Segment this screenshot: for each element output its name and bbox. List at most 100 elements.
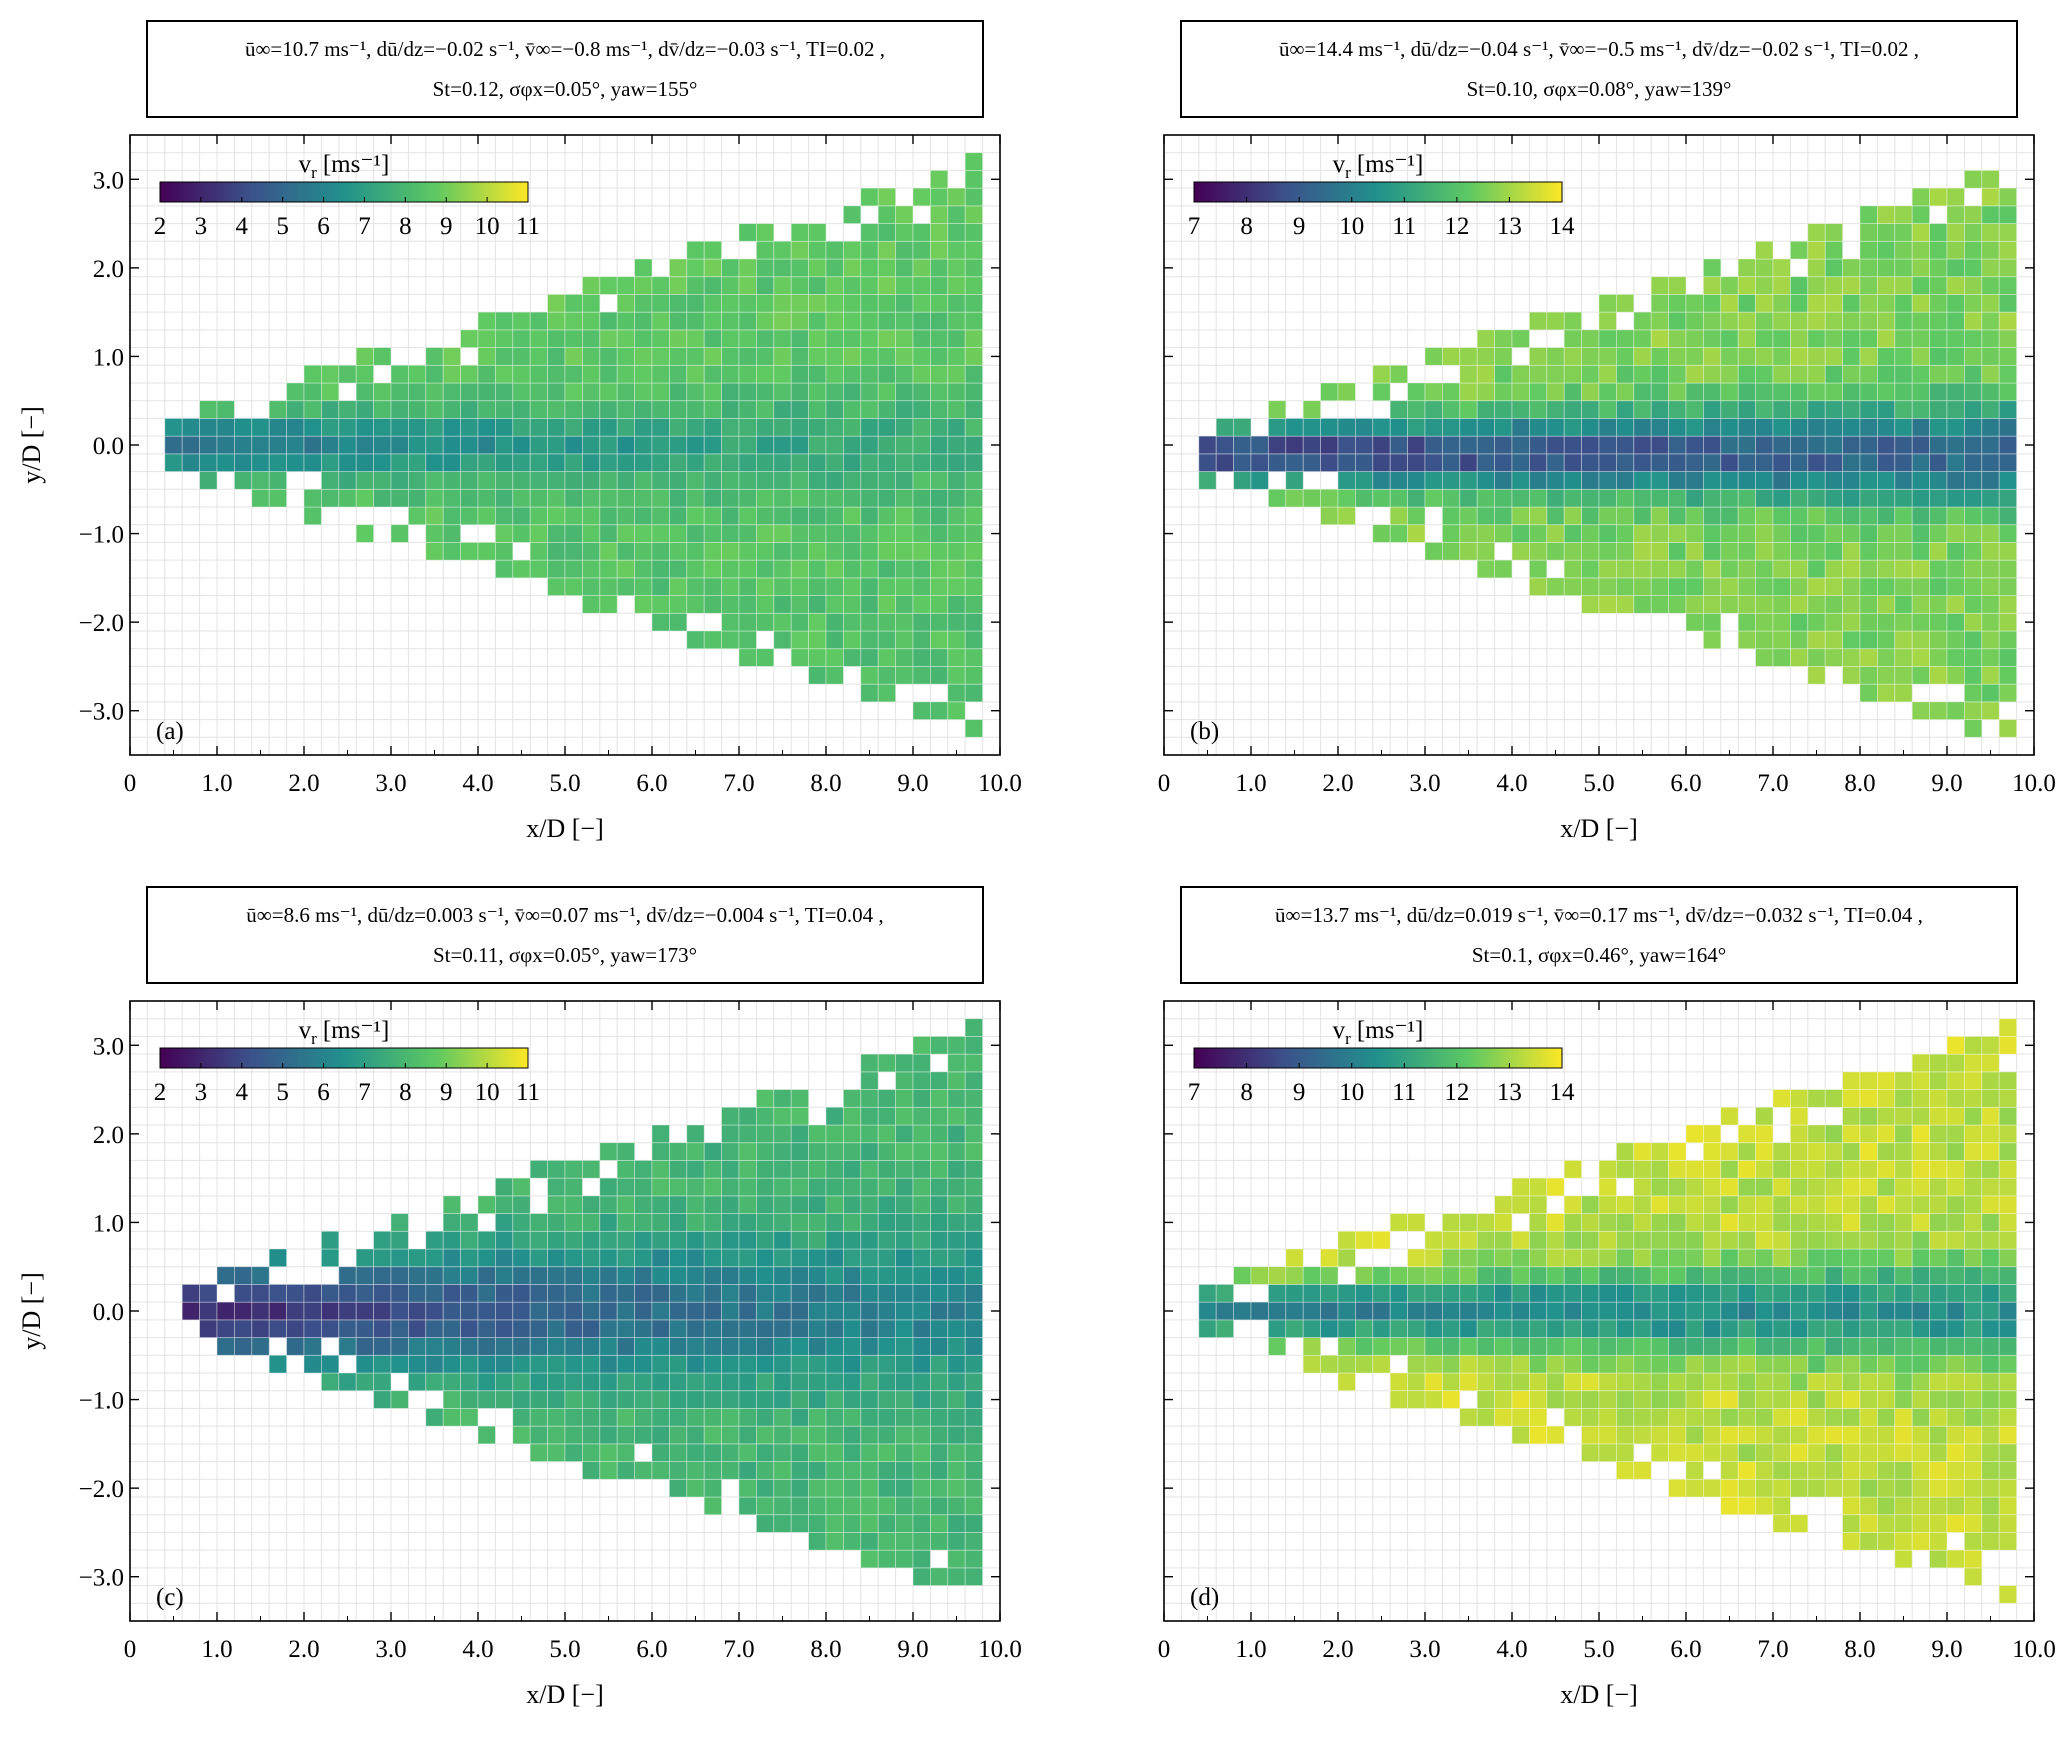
heatmap-cell	[320, 435, 340, 455]
heatmap-cell	[1337, 506, 1356, 526]
heatmap-cell	[512, 1248, 531, 1268]
heatmap-cell	[251, 1319, 270, 1338]
heatmap-cell	[1790, 1248, 1809, 1268]
heatmap-cell	[843, 648, 862, 667]
heatmap-cell	[634, 471, 653, 490]
heatmap-cell	[512, 1230, 531, 1250]
heatmap-cell	[773, 1106, 792, 1126]
heatmap-cell	[425, 1230, 444, 1250]
heatmap-cell	[1807, 347, 1826, 366]
heatmap-cell	[494, 400, 514, 419]
heatmap-cell	[947, 329, 966, 348]
heatmap-cell	[1528, 400, 1548, 419]
heatmap-cell	[1981, 1142, 2000, 1161]
heatmap-cell	[756, 1372, 775, 1392]
heatmap-cell	[1494, 559, 1513, 579]
heatmap-cell	[1685, 559, 1704, 579]
heatmap-cell	[599, 453, 618, 472]
heatmap-cell	[1285, 1284, 1304, 1303]
heatmap-cell	[616, 1195, 636, 1214]
heatmap-cell	[1372, 435, 1391, 455]
heatmap-cell	[790, 542, 810, 561]
heatmap-cell	[1650, 1177, 1670, 1197]
heatmap-cell	[1650, 1160, 1670, 1179]
heatmap-cell	[1737, 1496, 1757, 1516]
heatmap-cell	[756, 1354, 775, 1374]
heatmap-cell	[494, 435, 514, 455]
heatmap-cell	[651, 418, 670, 437]
heatmap-cell	[1650, 329, 1670, 348]
heatmap-cell	[1998, 524, 2018, 543]
heatmap-cell	[860, 1106, 879, 1126]
heatmap-cell	[1737, 1177, 1757, 1197]
heatmap-cell	[1616, 577, 1635, 596]
heatmap-cell	[1389, 418, 1409, 437]
heatmap-cell	[634, 453, 653, 472]
heatmap-cell	[669, 1195, 688, 1214]
heatmap-cell	[808, 1337, 827, 1356]
heatmap-cell	[1267, 1266, 1287, 1285]
heatmap-cell	[634, 577, 653, 596]
heatmap-cell	[1511, 1390, 1530, 1409]
heatmap-cell	[1946, 1319, 1965, 1338]
heatmap-cell	[1424, 435, 1443, 455]
heatmap-cell	[425, 347, 444, 366]
heatmap-cell	[303, 1284, 322, 1303]
heatmap-cell	[877, 418, 897, 437]
heatmap-cell	[338, 364, 357, 384]
heatmap-cell	[1528, 1177, 1548, 1197]
heatmap-cell	[790, 1160, 810, 1179]
heatmap-cell	[1528, 347, 1548, 366]
heatmap-cell	[686, 1195, 705, 1214]
heatmap-cell	[1755, 364, 1774, 384]
heatmap-cell	[825, 630, 844, 650]
heatmap-cell	[564, 347, 583, 366]
heatmap-cell	[790, 1354, 810, 1374]
heatmap-cell	[442, 1195, 462, 1214]
heatmap-cell	[529, 1160, 549, 1179]
heatmap-cell	[1598, 294, 1617, 313]
heatmap-cell	[425, 382, 444, 402]
heatmap-cell	[738, 1230, 757, 1250]
heatmap-cell	[1650, 542, 1670, 561]
heatmap-cell	[1790, 1408, 1809, 1427]
heatmap-cell	[738, 1213, 757, 1232]
heatmap-cell	[582, 1195, 601, 1214]
heatmap-cell	[634, 1266, 653, 1285]
heatmap-cell	[512, 1301, 531, 1321]
heatmap-cell	[599, 1443, 618, 1462]
heatmap-cell	[1946, 453, 1965, 472]
heatmap-cell	[877, 223, 897, 242]
heatmap-cell	[1842, 630, 1861, 650]
heatmap-cell	[843, 364, 862, 384]
heatmap-cell	[1459, 347, 1478, 366]
heatmap-cell	[669, 471, 688, 490]
heatmap-cell	[1668, 1213, 1687, 1232]
heatmap-cell	[1337, 1301, 1356, 1321]
heatmap-cell	[947, 364, 966, 384]
heatmap-cell	[1877, 648, 1896, 667]
heatmap-cell	[1703, 1284, 1722, 1303]
heatmap-cell	[1528, 1319, 1548, 1338]
heatmap-cell	[1911, 701, 1931, 720]
heatmap-cell	[912, 1337, 931, 1356]
heatmap-cell	[1790, 294, 1809, 313]
heatmap-cell	[843, 1514, 862, 1533]
heatmap-cell	[1998, 666, 2018, 685]
heatmap-cell	[1633, 347, 1652, 366]
heatmap-cell	[1703, 1142, 1722, 1161]
heatmap-cell	[1441, 400, 1461, 419]
heatmap-cell	[1755, 1443, 1774, 1462]
heatmap-cell	[529, 400, 549, 419]
heatmap-cell	[756, 1514, 775, 1533]
heatmap-cell	[703, 1443, 723, 1462]
heatmap-cell	[930, 418, 949, 437]
heatmap-cell	[1320, 435, 1339, 455]
heatmap-cell	[1877, 1390, 1896, 1409]
heatmap-cell	[1807, 1142, 1826, 1161]
heatmap-cell	[1859, 1160, 1878, 1179]
heatmap-cell	[1929, 1160, 1948, 1179]
heatmap-cell	[651, 1301, 670, 1321]
heatmap-cell	[843, 1195, 862, 1214]
heatmap-cell	[1703, 418, 1722, 437]
